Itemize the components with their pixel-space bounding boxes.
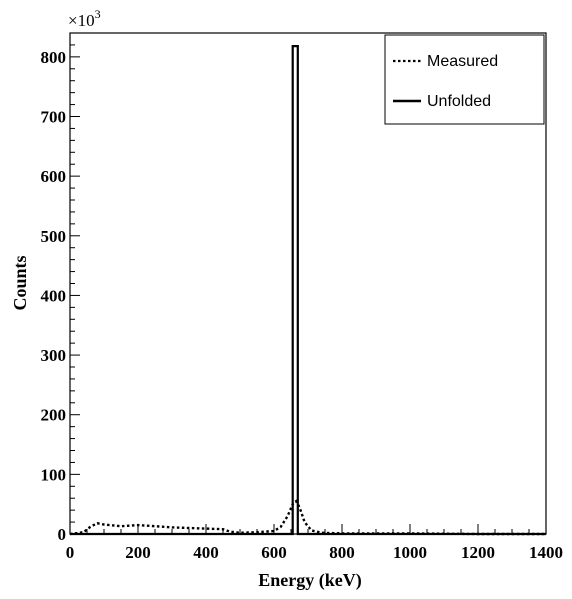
y-axis-ticks: 0 100 200 300 400 500 600 700 800: [41, 32, 80, 544]
x-tick-label: 1400: [529, 543, 563, 562]
x-tick-label: 1000: [393, 543, 427, 562]
x-tick-label: 1200: [461, 543, 495, 562]
y-tick-label: 700: [41, 108, 67, 127]
y-tick-label: 800: [41, 48, 67, 67]
x-axis-ticks: 0 200 400 600 800 1000 1200 1400: [66, 524, 563, 562]
x-tick-label: 0: [66, 543, 75, 562]
y-tick-label: 100: [41, 465, 67, 484]
y-tick-label: 0: [58, 525, 67, 544]
y-tick-label: 200: [41, 406, 67, 425]
legend: Measured Unfolded: [384, 34, 545, 125]
y-multiplier-exponent: 3: [95, 7, 101, 21]
y-tick-label: 300: [41, 346, 67, 365]
legend-unfolded-label: Unfolded: [427, 93, 491, 110]
y-multiplier-label: ×103: [68, 7, 101, 30]
series-layer: [69, 44, 546, 536]
legend-measured-label: Measured: [427, 53, 498, 70]
y-multiplier-base: ×10: [68, 11, 95, 30]
x-tick-label: 400: [193, 543, 219, 562]
series-unfolded-line: [70, 44, 546, 536]
y-axis-title: Counts: [10, 255, 30, 310]
y-tick-label: 500: [41, 227, 67, 246]
y-tick-label: 400: [41, 286, 67, 305]
x-tick-label: 800: [329, 543, 355, 562]
series-measured-line: [69, 499, 546, 536]
x-tick-label: 600: [261, 543, 287, 562]
y-tick-label: 600: [41, 167, 67, 186]
x-axis-title: Energy (keV): [258, 570, 361, 591]
x-tick-label: 200: [125, 543, 151, 562]
legend-box: [384, 34, 545, 125]
